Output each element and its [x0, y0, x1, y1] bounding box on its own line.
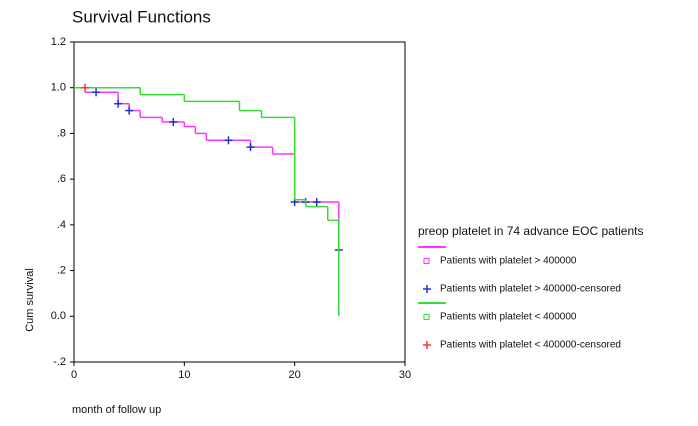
y-tick-label: .2 — [57, 264, 66, 276]
y-tick-label: .8 — [57, 127, 66, 139]
y-tick-label: .4 — [57, 219, 66, 231]
censor-mark — [81, 83, 90, 92]
censor-mark — [114, 99, 123, 108]
censor-mark — [92, 88, 101, 97]
legend-marker — [423, 341, 431, 349]
y-tick-label: 0.0 — [51, 310, 66, 322]
plot-frame — [73, 41, 406, 363]
censor-mark — [246, 143, 255, 152]
x-tick-label: 0 — [71, 369, 77, 381]
legend-marker — [423, 285, 431, 293]
x-tick-label: 30 — [399, 369, 411, 381]
censor-mark — [312, 198, 321, 206]
x-tick-label: 20 — [289, 369, 301, 381]
legend-label: Patients with platelet < 400000-censored — [440, 340, 621, 351]
legend-label: Patients with platelet > 400000-censored — [440, 284, 621, 295]
y-tick-label: 1.0 — [51, 82, 66, 94]
legend-marker — [423, 258, 430, 264]
legend-title: preop platelet in 74 advance EOC patient… — [418, 224, 643, 238]
y-tick-label: 1.2 — [51, 36, 66, 48]
legend-label: Patients with platelet < 400000 — [440, 312, 577, 323]
censor-mark — [125, 106, 134, 115]
censor-mark — [224, 136, 233, 145]
chart-title: Survival Functions — [72, 7, 211, 26]
y-tick-label: .6 — [57, 173, 66, 185]
legend-marker — [423, 314, 430, 320]
y-tick-label: -.2 — [53, 356, 66, 368]
legend-label: Patients with platelet > 400000 — [440, 256, 577, 267]
x-axis-label: month of follow up — [72, 404, 161, 416]
y-axis-label: Cum survival — [24, 268, 36, 332]
censor-mark — [169, 118, 178, 126]
x-tick-label: 10 — [178, 369, 190, 381]
